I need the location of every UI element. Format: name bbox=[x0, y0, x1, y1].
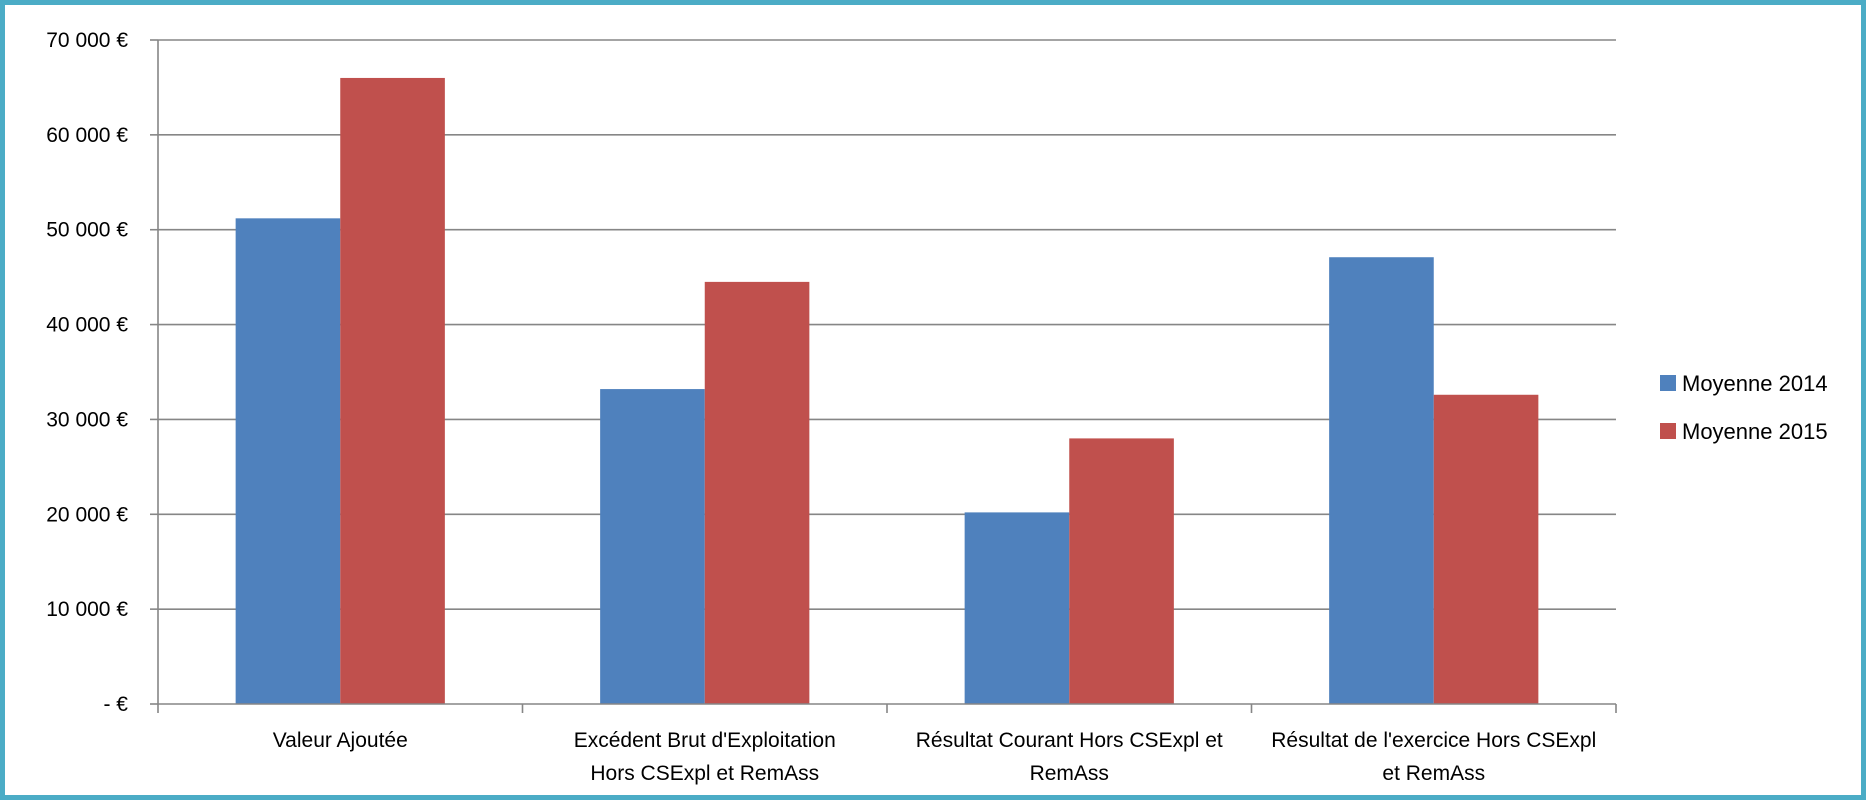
y-tick-label: 60 000 € bbox=[46, 124, 128, 147]
y-tick-label: 10 000 € bbox=[46, 598, 128, 621]
y-tick-label: 40 000 € bbox=[46, 314, 128, 337]
legend-swatch bbox=[1660, 423, 1676, 439]
x-category-label: Résultat de l'exercice Hors CSExpl bbox=[1271, 729, 1596, 752]
bar-moyenne-2014 bbox=[1329, 257, 1434, 704]
x-category-label: Valeur Ajoutée bbox=[273, 729, 408, 752]
y-tick-label: - € bbox=[103, 693, 128, 716]
y-tick-label: 30 000 € bbox=[46, 408, 128, 431]
bar-moyenne-2014 bbox=[600, 389, 705, 704]
legend-label: Moyenne 2015 bbox=[1682, 419, 1828, 444]
axes bbox=[150, 39, 1617, 713]
x-category-label: RemAss bbox=[1030, 762, 1109, 785]
y-tick-labels: - € 10 000 € 20 000 € 30 000 € 40 000 € 50 00… bbox=[46, 29, 128, 716]
x-category-label: Excédent Brut d'Exploitation bbox=[574, 729, 836, 752]
legend-label: Moyenne 2014 bbox=[1682, 371, 1828, 396]
bar-moyenne-2015 bbox=[1069, 438, 1174, 704]
bar-moyenne-2014 bbox=[964, 512, 1070, 704]
legend: Moyenne 2014 Moyenne 2015 bbox=[1660, 371, 1828, 444]
y-tick-label: 70 000 € bbox=[46, 29, 128, 52]
bar-moyenne-2015 bbox=[704, 281, 810, 704]
x-category-label: et RemAss bbox=[1382, 762, 1485, 785]
bar-moyenne-2014 bbox=[235, 218, 341, 704]
bar-moyenne-2015 bbox=[1433, 394, 1539, 704]
bars bbox=[235, 77, 1539, 704]
x-category-labels: Valeur Ajoutée Excédent Brut d'Exploitati… bbox=[273, 729, 1597, 785]
x-category-label: Résultat Courant Hors CSExpl et bbox=[916, 729, 1223, 752]
x-category-label: Hors CSExpl et RemAss bbox=[590, 762, 819, 785]
y-tick-label: 50 000 € bbox=[46, 219, 128, 242]
y-tick-label: 20 000 € bbox=[46, 503, 128, 526]
legend-swatch bbox=[1660, 375, 1676, 391]
bar-moyenne-2015 bbox=[340, 77, 445, 704]
